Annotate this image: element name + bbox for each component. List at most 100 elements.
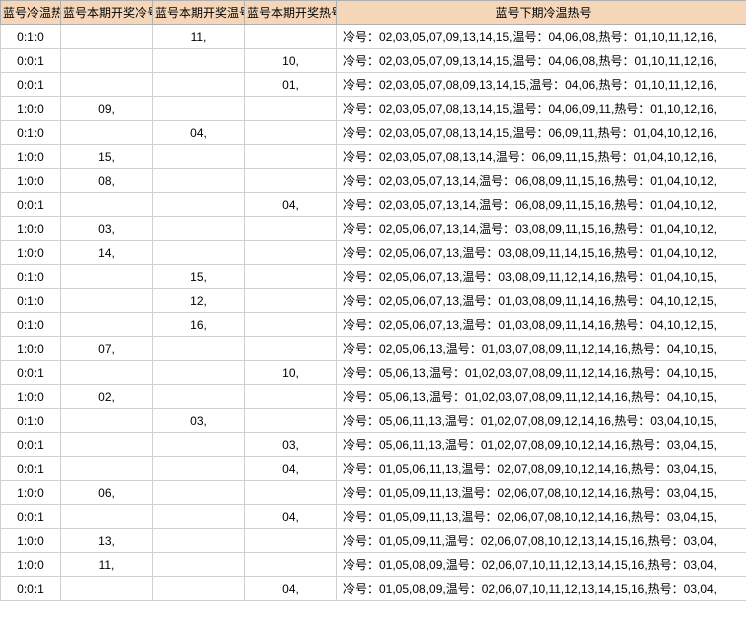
cell-hot: 04,	[245, 577, 337, 601]
cell-cold	[61, 193, 153, 217]
table-row: 1:0:009,冷号：02,03,05,07,08,13,14,15,温号：04…	[1, 97, 746, 121]
cell-ratio: 0:1:0	[1, 25, 61, 49]
cell-cold	[61, 313, 153, 337]
cell-next: 冷号：01,05,08,09,温号：02,06,07,10,11,12,13,1…	[337, 577, 746, 601]
cell-next: 冷号：01,05,09,11,温号：02,06,07,08,10,12,13,1…	[337, 529, 746, 553]
cell-hot	[245, 25, 337, 49]
cell-hot: 10,	[245, 49, 337, 73]
cell-warm	[153, 73, 245, 97]
cell-next: 冷号：02,03,05,07,13,14,温号：06,08,09,11,15,1…	[337, 193, 746, 217]
cell-next: 冷号：02,03,05,07,08,13,14,15,温号：06,09,11,热…	[337, 121, 746, 145]
cell-hot	[245, 337, 337, 361]
table-row: 1:0:002,冷号：05,06,13,温号：01,02,03,07,08,09…	[1, 385, 746, 409]
cell-ratio: 1:0:0	[1, 385, 61, 409]
table-row: 0:0:103,冷号：05,06,11,13,温号：01,02,07,08,09…	[1, 433, 746, 457]
cell-ratio: 0:0:1	[1, 193, 61, 217]
table-row: 1:0:003,冷号：02,05,06,07,13,14,温号：03,08,09…	[1, 217, 746, 241]
cell-next: 冷号：02,03,05,07,08,13,14,温号：06,09,11,15,热…	[337, 145, 746, 169]
cell-hot: 04,	[245, 505, 337, 529]
cell-warm	[153, 529, 245, 553]
cell-hot	[245, 169, 337, 193]
cell-ratio: 1:0:0	[1, 481, 61, 505]
cell-next: 冷号：05,06,13,温号：01,02,03,07,08,09,11,12,1…	[337, 361, 746, 385]
cell-warm	[153, 337, 245, 361]
cell-warm	[153, 457, 245, 481]
cell-hot: 01,	[245, 73, 337, 97]
cell-hot	[245, 97, 337, 121]
cell-warm: 11,	[153, 25, 245, 49]
cell-hot	[245, 481, 337, 505]
table-row: 0:0:110,冷号：02,03,05,07,09,13,14,15,温号：04…	[1, 49, 746, 73]
cell-next: 冷号：02,03,05,07,08,09,13,14,15,温号：04,06,热…	[337, 73, 746, 97]
cell-next: 冷号：02,05,06,07,13,温号：03,08,09,11,14,15,1…	[337, 241, 746, 265]
cell-hot: 10,	[245, 361, 337, 385]
table-row: 1:0:011, 冷号：01,05,08,09,温号：02,06,07,10,11…	[1, 553, 746, 577]
cell-ratio: 0:1:0	[1, 265, 61, 289]
cell-next: 冷号：02,03,05,07,09,13,14,15,温号：04,06,08,热…	[337, 25, 746, 49]
cell-hot	[245, 241, 337, 265]
table-row: 1:0:007,冷号：02,05,06,13,温号：01,03,07,08,09…	[1, 337, 746, 361]
cell-next: 冷号：01,05,09,11,13,温号：02,06,07,08,10,12,1…	[337, 481, 746, 505]
cell-ratio: 1:0:0	[1, 553, 61, 577]
cell-hot	[245, 265, 337, 289]
cell-warm	[153, 241, 245, 265]
cell-cold	[61, 409, 153, 433]
cell-warm	[153, 505, 245, 529]
cell-ratio: 0:1:0	[1, 121, 61, 145]
cell-cold	[61, 25, 153, 49]
cell-cold: 11,	[61, 553, 153, 577]
cell-cold: 13,	[61, 529, 153, 553]
cell-next: 冷号：05,06,11,13,温号：01,02,07,08,09,10,12,1…	[337, 433, 746, 457]
table-row: 0:1:016,冷号：02,05,06,07,13,温号：01,03,08,09…	[1, 313, 746, 337]
table-row: 0:1:003,冷号：05,06,11,13,温号：01,02,07,08,09…	[1, 409, 746, 433]
cell-hot	[245, 145, 337, 169]
cell-ratio: 0:0:1	[1, 73, 61, 97]
table-row: 0:1:0 11, 冷号：02,03,05,07,09,13,14,15,温号：04…	[1, 25, 746, 49]
cell-warm	[153, 97, 245, 121]
header-row: 蓝号冷温热比 蓝号本期开奖冷号 蓝号本期开奖温号 蓝号本期开奖热号 蓝号下期冷温…	[1, 1, 746, 25]
cell-hot	[245, 313, 337, 337]
cell-next: 冷号：01,05,08,09,温号：02,06,07,10,11,12,13,1…	[337, 553, 746, 577]
cell-next: 冷号：05,06,13,温号：01,02,03,07,08,09,11,12,1…	[337, 385, 746, 409]
table-row: 0:1:015,冷号：02,05,06,07,13,温号：03,08,09,11…	[1, 265, 746, 289]
cell-cold: 07,	[61, 337, 153, 361]
cell-hot	[245, 553, 337, 577]
cell-ratio: 0:0:1	[1, 49, 61, 73]
cell-warm	[153, 385, 245, 409]
cell-next: 冷号：01,05,09,11,13,温号：02,06,07,08,10,12,1…	[337, 505, 746, 529]
cell-next: 冷号：02,05,06,13,温号：01,03,07,08,09,11,12,1…	[337, 337, 746, 361]
cell-hot	[245, 529, 337, 553]
cell-cold	[61, 577, 153, 601]
cell-cold	[61, 121, 153, 145]
cell-cold: 03,	[61, 217, 153, 241]
cell-cold	[61, 49, 153, 73]
cell-ratio: 0:1:0	[1, 289, 61, 313]
header-cold: 蓝号本期开奖冷号	[61, 1, 153, 25]
cell-cold: 09,	[61, 97, 153, 121]
cell-next: 冷号：02,05,06,07,13,温号：01,03,08,09,11,14,1…	[337, 289, 746, 313]
cell-warm	[153, 361, 245, 385]
cell-hot	[245, 217, 337, 241]
cell-warm	[153, 169, 245, 193]
cell-ratio: 1:0:0	[1, 145, 61, 169]
cell-cold: 14,	[61, 241, 153, 265]
cell-cold: 06,	[61, 481, 153, 505]
cell-warm: 03,	[153, 409, 245, 433]
cell-hot	[245, 289, 337, 313]
cell-hot	[245, 409, 337, 433]
cell-warm	[153, 217, 245, 241]
cell-cold	[61, 433, 153, 457]
cell-next: 冷号：02,03,05,07,13,14,温号：06,08,09,11,15,1…	[337, 169, 746, 193]
cell-ratio: 0:1:0	[1, 313, 61, 337]
table-row: 0:0:104,冷号：01,05,06,11,13,温号：02,07,08,09…	[1, 457, 746, 481]
table-row: 0:0:1 10,冷号：05,06,13,温号：01,02,03,07,08,09…	[1, 361, 746, 385]
cell-ratio: 0:0:1	[1, 361, 61, 385]
cell-warm: 15,	[153, 265, 245, 289]
table-row: 0:0:1 01,冷号：02,03,05,07,08,09,13,14,15,温号…	[1, 73, 746, 97]
cell-cold	[61, 289, 153, 313]
table-row: 1:0:008,冷号：02,03,05,07,13,14,温号：06,08,09…	[1, 169, 746, 193]
cell-ratio: 0:0:1	[1, 505, 61, 529]
cell-warm: 12,	[153, 289, 245, 313]
cell-hot: 04,	[245, 193, 337, 217]
cell-warm	[153, 433, 245, 457]
